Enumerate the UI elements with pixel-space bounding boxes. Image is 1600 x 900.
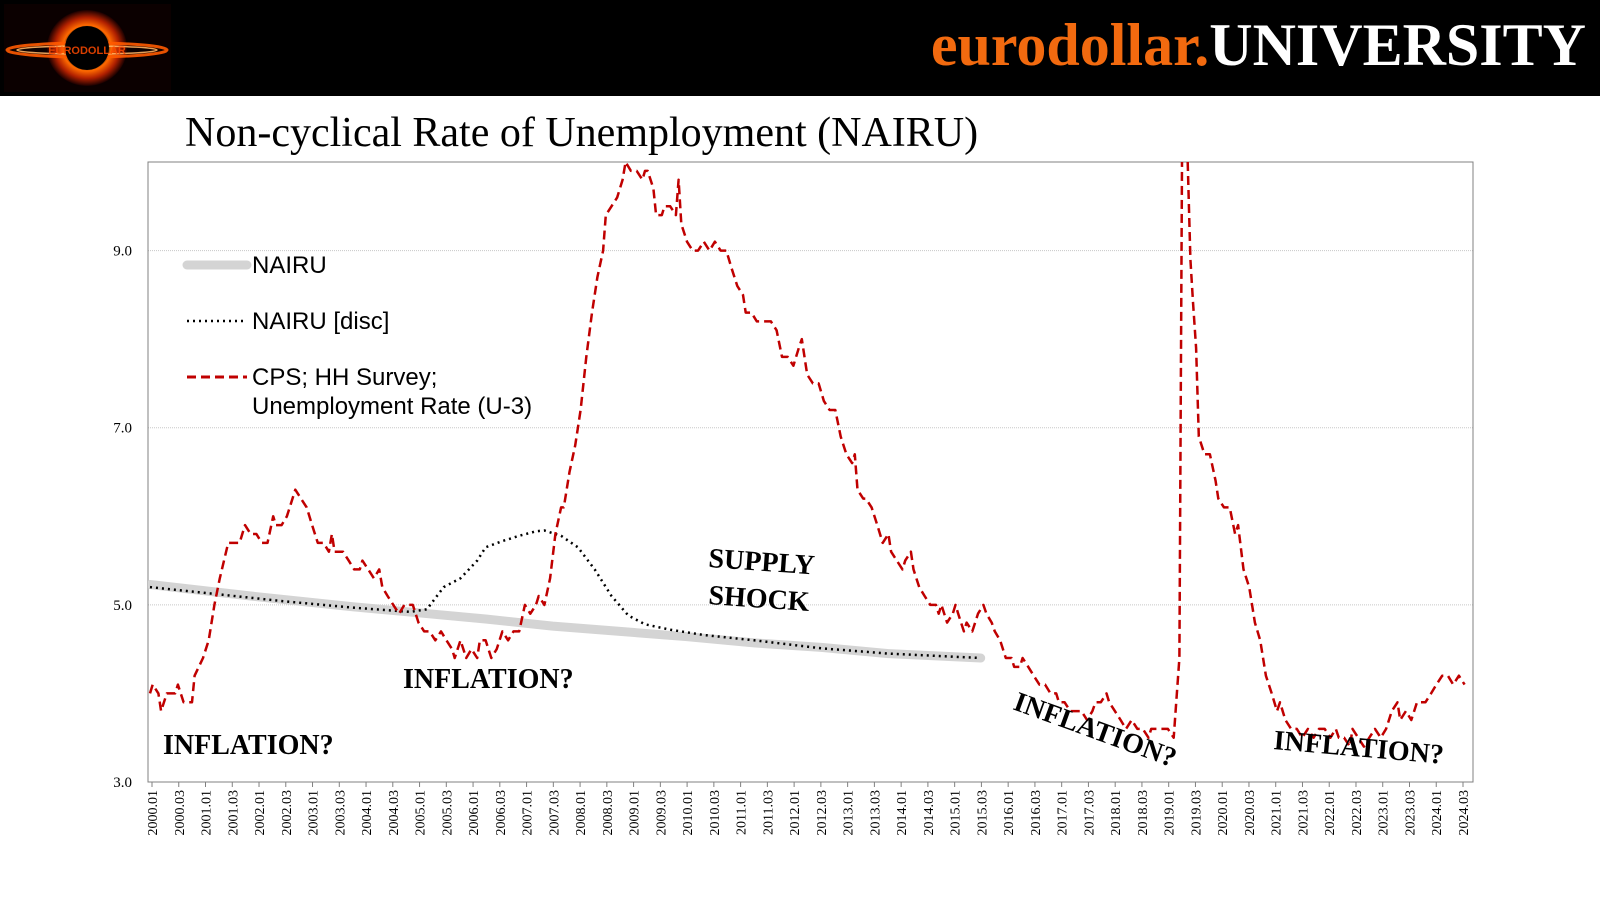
x-tick-label: 2011.01 (735, 790, 750, 835)
x-tick-label: 2007.01 (521, 790, 536, 836)
series-line-1 (149, 529, 981, 660)
x-tick-label: 2012.03 (815, 790, 830, 836)
legend-label-u3-line1: CPS; HH Survey; (252, 364, 437, 391)
x-tick-label: 2024.03 (1457, 790, 1472, 836)
annotation-supply-shock-line2: SHOCK (708, 580, 811, 618)
series-line-3 (1186, 162, 1466, 748)
x-tick-label: 2002.01 (253, 790, 268, 836)
annotation-inflation-1: INFLATION? (163, 730, 334, 761)
x-tick-label: 2002.03 (280, 790, 295, 836)
x-tick-label: 2005.03 (440, 790, 455, 836)
eurodollar-logo: EURODOLLAR (4, 4, 171, 92)
series-line-2 (148, 162, 1184, 739)
x-tick-label: 2008.03 (601, 790, 616, 836)
x-tick-label: 2006.01 (467, 790, 482, 836)
x-tick-label: 2020.03 (1243, 790, 1258, 836)
x-tick-label: 2001.01 (200, 790, 215, 836)
annotation-inflation-3: INFLATION? (1010, 686, 1181, 773)
y-axis-ticks: 3.0 5.0 7.0 9.0 (113, 244, 132, 791)
plot-area-border (147, 161, 1474, 783)
x-tick-label: 2018.01 (1109, 790, 1124, 836)
x-tick-label: 2020.01 (1216, 790, 1231, 836)
header-bar: EURODOLLAR eurodollar.UNIVERSITY (0, 0, 1600, 96)
x-tick-label: 2008.01 (574, 790, 589, 836)
x-tick-label: 2005.01 (414, 790, 429, 836)
chart-title: Non-cyclical Rate of Unemployment (NAIRU… (185, 110, 979, 156)
x-tick-label: 2019.01 (1163, 790, 1178, 836)
x-axis-ticks: 2000.01 2000.03 2001.01 2001.03 2002.01 2002.… (146, 782, 1472, 836)
x-tick-label: 2023.01 (1377, 790, 1392, 836)
x-tick-label: 2003.01 (307, 790, 322, 836)
x-tick-label: 2009.01 (628, 790, 643, 836)
series-lines (148, 162, 1466, 748)
x-tick-label: 2000.01 (146, 790, 161, 836)
y-tick-label: 9.0 (113, 244, 132, 260)
series-line-0 (148, 580, 986, 663)
x-tick-label: 2010.01 (681, 790, 696, 836)
annotation-inflation-2: INFLATION? (403, 664, 574, 695)
brand-university: UNIVERSITY (1209, 12, 1586, 78)
x-tick-label: 2014.03 (922, 790, 937, 836)
x-tick-label: 2021.01 (1270, 790, 1285, 836)
x-tick-label: 2003.03 (333, 790, 348, 836)
x-tick-label: 2007.03 (547, 790, 562, 836)
x-tick-label: 2021.03 (1296, 790, 1311, 836)
x-tick-label: 2016.01 (1002, 790, 1017, 836)
legend-label-nairu: NAIRU (252, 252, 327, 279)
x-tick-label: 2014.01 (895, 790, 910, 836)
brand-eurodollar: eurodollar. (930, 12, 1210, 78)
x-tick-label: 2018.03 (1136, 790, 1151, 836)
x-tick-label: 2001.03 (226, 790, 241, 836)
x-tick-label: 2023.03 (1403, 790, 1418, 836)
svg-text:EURODOLLAR: EURODOLLAR (48, 45, 126, 57)
x-tick-label: 2010.03 (708, 790, 723, 836)
annotation-inflation-4: INFLATION? (1272, 725, 1445, 771)
y-tick-label: 3.0 (113, 775, 132, 791)
x-tick-label: 2013.01 (842, 790, 857, 836)
brand-wordmark: eurodollar.UNIVERSITY (931, 10, 1586, 80)
annotations: INFLATION? INFLATION? SUPPLY SHOCK INFLA… (163, 543, 1445, 774)
x-tick-label: 2024.01 (1430, 790, 1445, 836)
x-tick-label: 2000.03 (173, 790, 188, 836)
x-tick-label: 2006.03 (494, 790, 509, 836)
x-tick-label: 2017.03 (1082, 790, 1097, 836)
x-tick-label: 2019.03 (1189, 790, 1204, 836)
series-group (148, 162, 1466, 748)
annotation-supply-shock-line1: SUPPLY (708, 543, 816, 581)
legend: NAIRU NAIRU [disc] CPS; HH Survey; Unemp… (182, 252, 532, 420)
x-tick-label: 2015.01 (949, 790, 964, 836)
legend-label-nairu-disc: NAIRU [disc] (252, 308, 389, 335)
y-tick-label: 7.0 (113, 421, 132, 437)
x-tick-label: 2022.03 (1350, 790, 1365, 836)
x-tick-label: 2004.01 (360, 790, 375, 836)
x-tick-label: 2009.03 (654, 790, 669, 836)
x-tick-label: 2016.03 (1029, 790, 1044, 836)
x-tick-label: 2017.01 (1056, 790, 1071, 836)
x-tick-label: 2013.03 (868, 790, 883, 836)
x-tick-label: 2022.01 (1323, 790, 1338, 836)
y-tick-label: 5.0 (113, 598, 132, 614)
legend-label-u3-line2: Unemployment Rate (U-3) (252, 393, 532, 420)
x-tick-label: 2015.03 (975, 790, 990, 836)
x-tick-label: 2004.03 (387, 790, 402, 836)
x-tick-label: 2011.03 (761, 790, 776, 835)
x-tick-label: 2012.01 (788, 790, 803, 836)
